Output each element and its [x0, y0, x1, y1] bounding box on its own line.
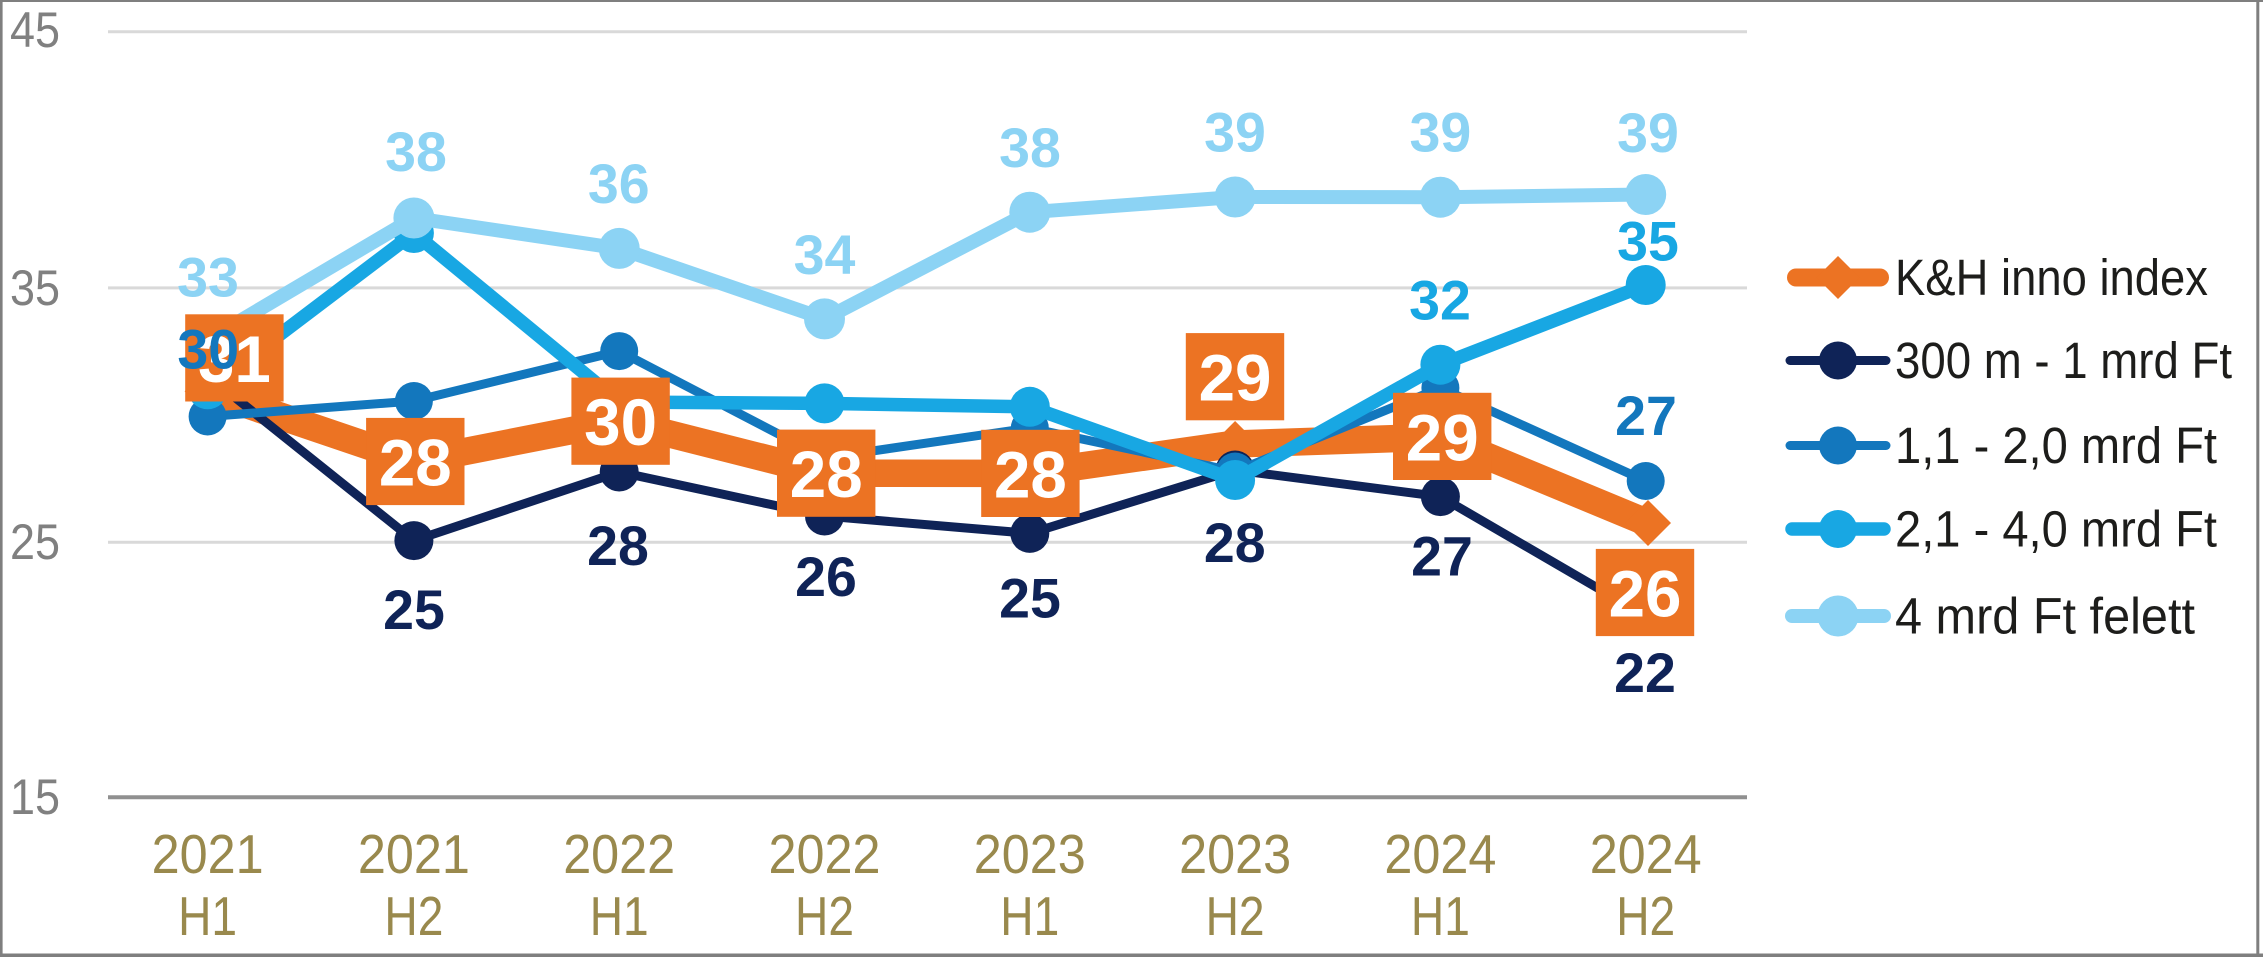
svg-text:28: 28	[379, 427, 452, 500]
svg-text:30: 30	[584, 386, 657, 459]
svg-text:39: 39	[1204, 102, 1266, 164]
svg-text:4 mrd Ft felett: 4 mrd Ft felett	[1895, 588, 2195, 645]
svg-text:39: 39	[1410, 102, 1472, 164]
svg-text:K&H inno index: K&H inno index	[1895, 249, 2208, 306]
svg-text:H1: H1	[178, 885, 237, 947]
svg-text:H1: H1	[590, 885, 649, 947]
svg-text:29: 29	[1199, 342, 1272, 415]
svg-text:26: 26	[1609, 558, 1682, 631]
svg-text:30: 30	[177, 319, 239, 381]
svg-text:33: 33	[177, 247, 239, 309]
svg-text:2022: 2022	[769, 823, 881, 885]
svg-text:26: 26	[795, 546, 857, 608]
svg-text:25: 25	[383, 579, 445, 641]
svg-text:15: 15	[10, 769, 60, 825]
svg-text:45: 45	[10, 2, 60, 58]
svg-text:39: 39	[1617, 102, 1679, 164]
svg-text:2021: 2021	[152, 823, 264, 885]
svg-text:38: 38	[385, 121, 447, 183]
svg-text:27: 27	[1411, 526, 1473, 588]
svg-text:32: 32	[1409, 270, 1471, 332]
svg-text:38: 38	[999, 117, 1061, 179]
svg-text:H2: H2	[384, 885, 443, 947]
svg-text:H1: H1	[1000, 885, 1059, 947]
svg-text:H2: H2	[1616, 885, 1675, 947]
svg-text:28: 28	[994, 438, 1067, 511]
svg-text:31: 31	[198, 323, 271, 396]
svg-text:25: 25	[10, 514, 60, 570]
svg-text:34: 34	[794, 224, 856, 286]
svg-text:300 m - 1 mrd Ft: 300 m - 1 mrd Ft	[1895, 332, 2232, 389]
svg-text:2023: 2023	[974, 823, 1086, 885]
svg-text:29: 29	[1406, 401, 1479, 474]
svg-text:22: 22	[1614, 642, 1676, 704]
svg-text:28: 28	[587, 515, 649, 577]
svg-text:2023: 2023	[1179, 823, 1291, 885]
svg-text:27: 27	[1615, 385, 1677, 447]
svg-text:2022: 2022	[563, 823, 675, 885]
svg-text:1,1 - 2,0 mrd Ft: 1,1 - 2,0 mrd Ft	[1895, 417, 2217, 474]
svg-text:35: 35	[1617, 210, 1679, 272]
svg-text:H1: H1	[1411, 885, 1470, 947]
svg-text:35: 35	[10, 260, 60, 316]
svg-text:36: 36	[588, 153, 650, 215]
svg-text:28: 28	[790, 438, 863, 511]
svg-text:2021: 2021	[358, 823, 470, 885]
svg-text:2024: 2024	[1384, 823, 1496, 885]
svg-text:2,1 - 4,0 mrd Ft: 2,1 - 4,0 mrd Ft	[1895, 501, 2217, 558]
svg-text:H2: H2	[1206, 885, 1265, 947]
svg-text:H2: H2	[795, 885, 854, 947]
svg-text:2024: 2024	[1590, 823, 1702, 885]
svg-text:25: 25	[999, 568, 1061, 630]
svg-text:28: 28	[1204, 512, 1266, 574]
